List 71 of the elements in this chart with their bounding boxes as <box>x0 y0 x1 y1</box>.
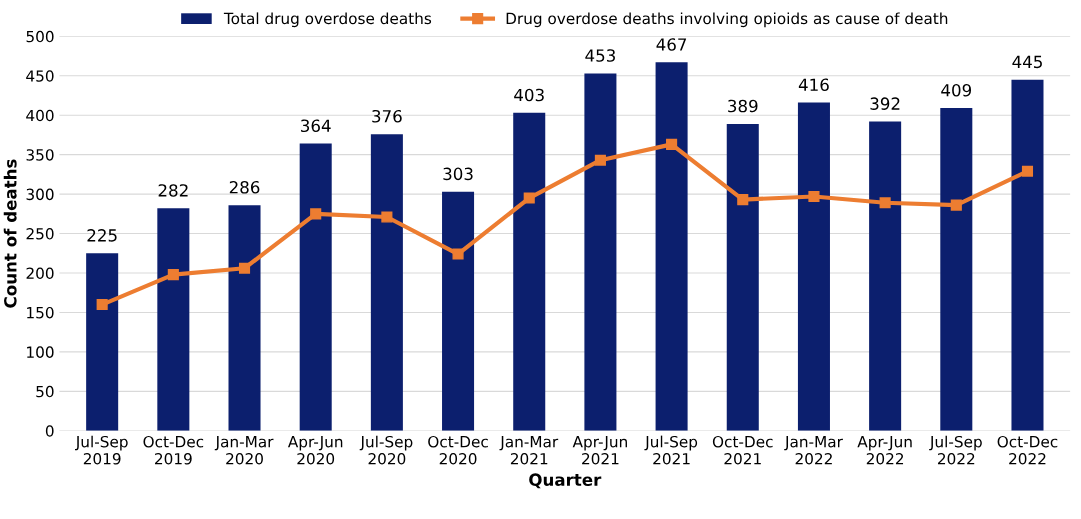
bar <box>1011 79 1044 431</box>
data-label: 286 <box>229 180 260 194</box>
bar <box>86 253 119 431</box>
bar <box>655 62 688 431</box>
x-tick-label: Oct-Dec 2022 <box>997 435 1058 465</box>
bar <box>513 112 546 431</box>
data-label: 376 <box>372 109 402 123</box>
x-tick-label: Oct-Dec 2021 <box>712 435 773 465</box>
x-tick-label: Oct-Dec 2020 <box>428 435 488 465</box>
legend-label: Total drug overdose deaths <box>223 12 432 28</box>
data-label: 225 <box>87 229 117 242</box>
data-label: 416 <box>798 78 829 92</box>
point <box>808 190 820 203</box>
bar <box>442 191 475 431</box>
data-label: 403 <box>514 88 544 102</box>
point <box>238 262 251 274</box>
x-tick-label: Jul-Sep 2020 <box>359 435 413 465</box>
bar <box>797 102 830 431</box>
y-tick-label: 350 <box>26 149 54 161</box>
y-tick-label: 150 <box>27 306 54 319</box>
x-tick-label: Jan-Mar 2020 <box>214 436 274 465</box>
legend-label: Drug overdose deaths involving opioids as cause of death <box>506 12 948 28</box>
x-tick-label: Jul-Sep 2021 <box>644 435 698 465</box>
y-tick-label: 300 <box>26 188 54 201</box>
bar <box>228 205 261 431</box>
data-label: 303 <box>443 167 473 181</box>
point <box>523 192 535 204</box>
x-tick-label: Apr-Jun 2021 <box>572 436 627 465</box>
x-axis-title: Quarter <box>529 473 602 489</box>
point <box>666 138 678 150</box>
y-tick-label: 500 <box>26 30 54 43</box>
data-label: 467 <box>656 38 687 51</box>
data-label: 282 <box>158 184 188 197</box>
data-label: 453 <box>585 49 615 62</box>
data-label: 445 <box>1012 55 1042 69</box>
y-tick-label: 200 <box>26 267 54 280</box>
bar <box>584 73 617 431</box>
point <box>310 208 322 220</box>
bar <box>370 134 403 431</box>
bar <box>157 208 190 431</box>
data-label: 389 <box>728 99 758 113</box>
y-tick-label: 400 <box>26 109 54 122</box>
data-label: 409 <box>941 83 972 97</box>
point <box>452 248 464 260</box>
y-tick-label: 450 <box>26 70 54 82</box>
x-tick-label: Jan-Mar 2021 <box>499 436 559 465</box>
y-tick-label: 250 <box>26 228 54 240</box>
point <box>879 197 891 209</box>
x-tick-label: Apr-Jun 2022 <box>857 436 912 465</box>
x-tick-label: Jan-Mar 2022 <box>784 436 843 465</box>
data-label: 392 <box>870 97 900 110</box>
y-tick-label: 100 <box>27 346 54 358</box>
point <box>167 269 179 281</box>
y-tick-label: 50 <box>36 385 54 398</box>
data-label: 364 <box>301 119 331 133</box>
y-axis-title: Count of deaths <box>3 159 17 308</box>
x-tick-label: Apr-Jun 2020 <box>287 436 343 465</box>
point <box>594 154 606 166</box>
x-tick-label: Jul-Sep 2022 <box>929 435 982 465</box>
bar <box>940 108 973 431</box>
point <box>1021 165 1034 177</box>
point <box>96 298 108 311</box>
bar <box>299 143 332 431</box>
x-tick-label: Jul-Sep 2019 <box>75 435 128 465</box>
bar <box>869 121 902 431</box>
x-tick-label: Oct-Dec 2019 <box>143 435 204 465</box>
point <box>950 199 962 211</box>
point <box>737 194 749 206</box>
bar <box>726 123 759 431</box>
point <box>381 211 393 223</box>
y-tick-label: 0 <box>45 425 54 437</box>
